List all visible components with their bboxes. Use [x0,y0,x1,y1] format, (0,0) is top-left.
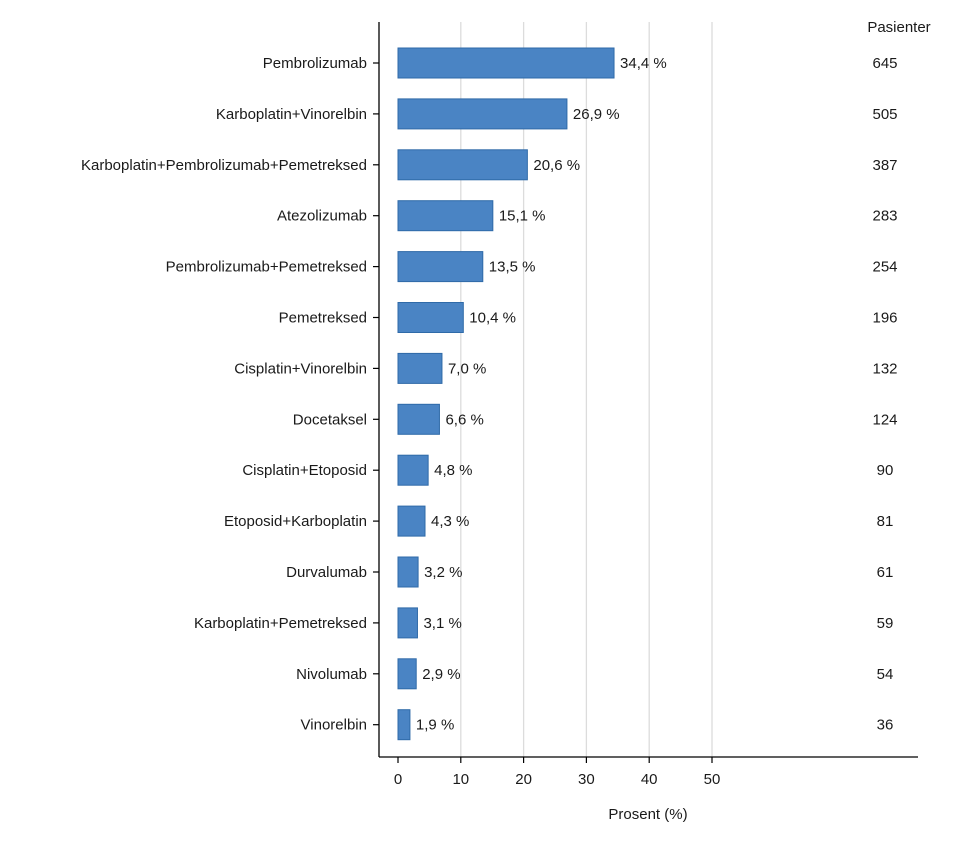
bar [397,709,411,741]
value-label: 10,4 % [469,310,516,327]
x-tick-label: 50 [704,771,721,788]
value-label: 34,4 % [620,55,667,72]
patient-count: 124 [872,411,897,428]
bar [397,352,443,384]
x-tick-label: 40 [641,771,658,788]
bar [397,556,419,588]
value-label: 13,5 % [489,259,536,276]
value-label: 2,9 % [422,666,460,683]
category-label: Docetaksel [293,411,367,428]
category-label: Etoposid+Karboplatin [224,513,367,530]
bar [397,98,568,130]
value-label: 3,1 % [423,615,461,632]
value-label: 4,8 % [434,462,472,479]
category-label: Pembrolizumab+Pemetreksed [166,259,367,276]
value-label: 26,9 % [573,106,620,123]
bar [397,658,417,690]
patient-count: 81 [877,513,894,530]
value-label: 3,2 % [424,564,462,581]
bars [397,47,615,741]
patient-count: 132 [872,360,897,377]
patient-count: 90 [877,462,894,479]
value-label: 7,0 % [448,360,486,377]
bar [397,149,528,181]
bar [397,454,429,486]
value-label: 6,6 % [445,411,483,428]
patient-count: 54 [877,666,894,683]
value-label: 15,1 % [499,208,546,225]
category-label: Karboplatin+Vinorelbin [216,106,367,123]
x-axis-title: Prosent (%) [608,806,687,823]
x-tick-label: 10 [452,771,469,788]
category-label: Karboplatin+Pembrolizumab+Pemetreksed [81,157,367,174]
bar [397,302,464,333]
category-label: Atezolizumab [277,208,367,225]
category-label: Cisplatin+Etoposid [242,462,367,479]
bar [397,200,494,232]
category-label: Pemetreksed [279,310,367,327]
bar [397,607,418,639]
patient-count: 59 [877,615,894,632]
x-tick-label: 20 [515,771,532,788]
value-label: 20,6 % [533,157,580,174]
value-label: 4,3 % [431,513,469,530]
bar [397,47,615,79]
patient-count: 283 [872,208,897,225]
patient-count: 196 [872,310,897,327]
patient-count: 61 [877,564,894,581]
x-tick-label: 30 [578,771,595,788]
bar [397,251,484,283]
category-label: Vinorelbin [301,717,367,734]
patient-count: 505 [872,106,897,123]
patient-count: 254 [872,259,897,276]
x-tick-label: 0 [394,771,402,788]
value-label: 1,9 % [416,717,454,734]
category-label: Nivolumab [296,666,367,683]
bar [397,505,426,537]
patient-count: 645 [872,55,897,72]
axes [373,22,918,763]
category-label: Karboplatin+Pemetreksed [194,615,367,632]
labels: 0 10 20 30 40 50 Pembrolizumab 34,4 % 645 Karbopl… [81,55,898,788]
category-label: Durvalumab [286,564,367,581]
category-label: Cisplatin+Vinorelbin [234,360,367,377]
patients-column-header: Pasienter [867,19,930,36]
gridlines [460,22,713,757]
patient-count: 387 [872,157,897,174]
bar [397,403,440,435]
category-label: Pembrolizumab [263,55,367,72]
patient-count: 36 [877,717,894,734]
